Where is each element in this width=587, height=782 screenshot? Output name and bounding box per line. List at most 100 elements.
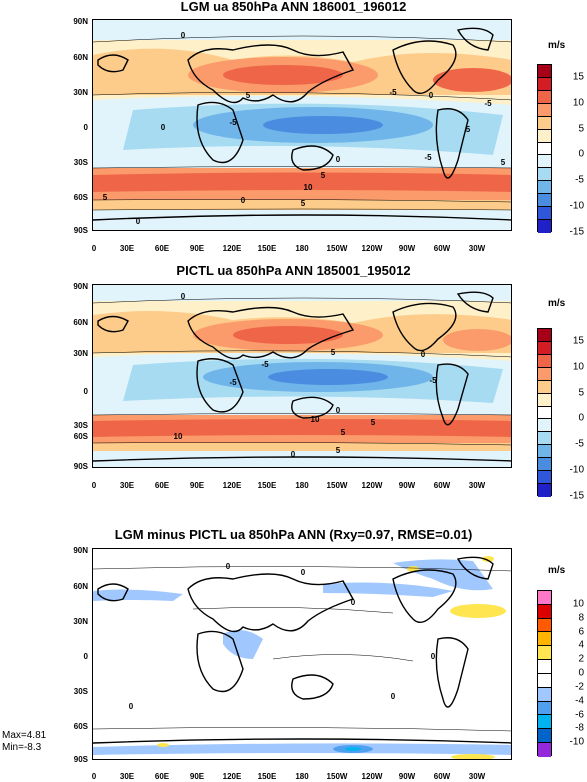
lon-label: 30E <box>119 481 135 490</box>
contour-label: 0 <box>181 31 186 40</box>
colorbar-segment <box>538 445 551 459</box>
lon-label: 30W <box>468 244 486 253</box>
colorbar-label: 0 <box>578 412 584 424</box>
contour-label: 0 <box>181 292 186 301</box>
colorbar-label: -10 <box>569 200 584 212</box>
colorbar-label: -10 <box>569 464 584 476</box>
colorbar-label: 10 <box>572 97 584 109</box>
colorbar-label: 2 <box>578 653 584 665</box>
lat-label: 30S <box>73 421 88 430</box>
contour-label: 5 <box>301 199 306 208</box>
lon-label: 0 <box>91 481 97 490</box>
lon-label: 90W <box>398 481 416 490</box>
lon-label: 30W <box>468 481 486 490</box>
lat-label: 0 <box>83 387 88 396</box>
lon-label: 90E <box>189 772 205 781</box>
lon-label: 180 <box>295 481 309 490</box>
colorbar-label: 15 <box>572 335 584 347</box>
min-value: Min=-8.3 <box>2 742 42 753</box>
lon-label: 150W <box>326 244 348 253</box>
panel-title: LGM ua 850hPa ANN 186001_196012 <box>180 0 407 14</box>
colorbar-label: -15 <box>569 226 584 238</box>
colorbar-segment <box>538 220 551 233</box>
lon-label: 150W <box>326 772 348 781</box>
lon-label: 120W <box>361 481 383 490</box>
contour-label: 0 <box>129 702 134 711</box>
contour-label: 0 <box>136 217 141 226</box>
contour-label: 0 <box>391 692 396 701</box>
lon-label: 90W <box>398 772 416 781</box>
panel-title: LGM minus PICTL ua 850hPa ANN (Rxy=0.97,… <box>114 527 473 542</box>
contour-label: 10 <box>311 415 320 424</box>
lat-label: 60N <box>73 318 88 327</box>
lat-label: 30S <box>73 158 88 167</box>
lon-label: 60W <box>433 481 451 490</box>
contour-label: 5 <box>103 193 108 202</box>
colorbar-segment <box>538 618 551 633</box>
colorbar-segment <box>538 116 551 130</box>
contour-label: 5 <box>336 446 341 455</box>
colorbar-label: 6 <box>578 626 584 637</box>
colorbar-label: -8 <box>575 722 584 734</box>
lon-label: 30E <box>119 244 135 253</box>
colorbar-label: 15 <box>572 71 584 83</box>
lon-label: 180 <box>295 772 309 781</box>
colorbar-label: -5 <box>575 438 584 450</box>
colorbar-segment <box>538 458 551 472</box>
contour-label: 5 <box>341 428 346 437</box>
map-lgm: 0 5 -5 0 -5 0 5 -5 0 5 10 -5 5 0 5 0 5 <box>92 19 512 231</box>
lat-label: 60N <box>73 582 88 591</box>
lon-label: 150E <box>257 481 277 490</box>
colorbar <box>537 328 552 497</box>
contour-label: 5 <box>331 348 336 357</box>
lon-label: 150E <box>257 244 277 253</box>
colorbar-segment <box>538 729 551 744</box>
colorbar-label: 0 <box>578 667 584 679</box>
lon-label: 90E <box>189 244 205 253</box>
colorbar-segment <box>538 484 551 497</box>
colorbar-label: 5 <box>578 123 584 135</box>
contour-label: 5 <box>501 158 506 167</box>
lon-label: 90E <box>189 481 205 490</box>
contour-label: 0 <box>421 350 426 359</box>
colorbar-segment <box>538 406 551 420</box>
lon-label: 120E <box>222 244 242 253</box>
colorbar-segment <box>538 129 551 143</box>
lon-label: 0 <box>91 244 97 253</box>
colorbar-label: -2 <box>575 681 584 693</box>
contour-label: 5 <box>371 418 376 427</box>
colorbar-segment <box>538 743 551 757</box>
lon-label: 60W <box>433 244 451 253</box>
contour-label: -5 <box>424 153 432 162</box>
lon-label: 0 <box>91 772 97 781</box>
contour-label: 0 <box>351 598 356 607</box>
lat-label: 30N <box>73 617 88 626</box>
map-pictl: 0 5 -5 0 -5 -5 0 10 5 10 5 0 5 <box>92 284 512 468</box>
lon-label: 150E <box>257 772 277 781</box>
colorbar-label: -15 <box>569 490 584 502</box>
lat-label: 90S <box>73 755 88 764</box>
lat-label: 0 <box>83 123 88 132</box>
contour-label: 0 <box>336 155 341 164</box>
panel-title: PICTL ua 850hPa ANN 185001_195012 <box>176 263 411 278</box>
colorbar-segment <box>538 329 551 342</box>
colorbar-segment <box>538 103 551 117</box>
colorbar-segment <box>538 341 551 355</box>
lon-label: 90W <box>398 244 416 253</box>
colorbar-segment <box>538 380 551 394</box>
contour-label: 0 <box>226 562 231 571</box>
lat-label: 30S <box>73 687 88 696</box>
lon-label: 30W <box>468 772 486 781</box>
contour-label: 0 <box>291 450 296 459</box>
lon-label: 60E <box>154 772 170 781</box>
colorbar-segment <box>538 660 551 674</box>
contour-label: -5 <box>484 99 492 108</box>
colorbar-segment <box>538 646 551 661</box>
contour-label: 10 <box>304 183 313 192</box>
contour-label: -5 <box>261 360 269 369</box>
lat-label: 90N <box>73 17 88 26</box>
lon-label: 120W <box>361 772 383 781</box>
colorbar-segment <box>538 432 551 446</box>
contour-label: -5 <box>229 378 237 387</box>
colorbar-label: -10 <box>569 736 584 748</box>
